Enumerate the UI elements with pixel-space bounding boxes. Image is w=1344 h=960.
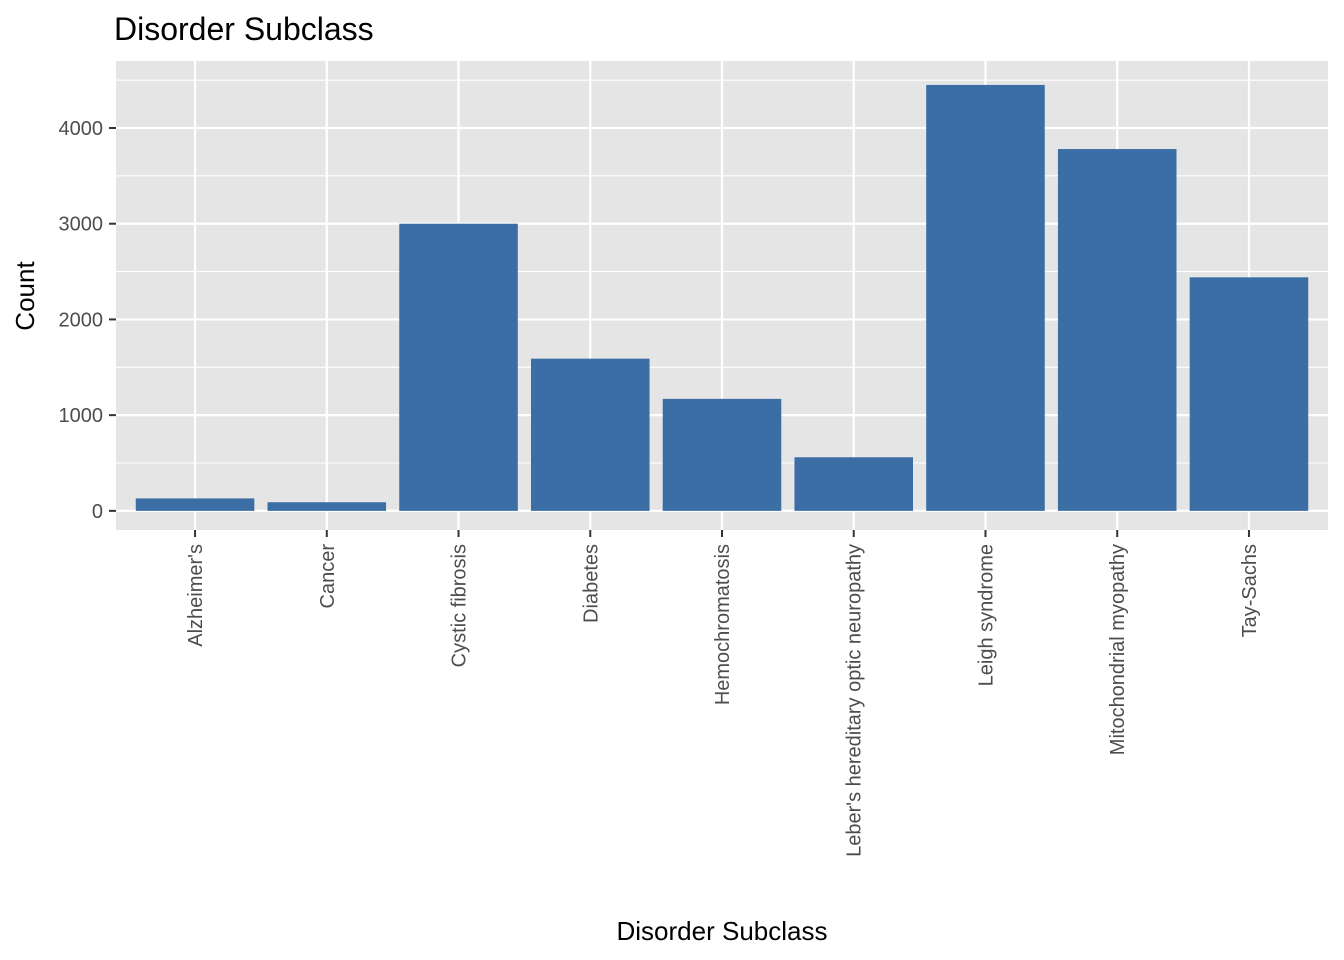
y-tick-label: 0 xyxy=(92,501,103,523)
chart-title: Disorder Subclass xyxy=(114,11,374,47)
x-tick-label: Cancer xyxy=(317,544,339,609)
bar xyxy=(794,457,914,511)
bars xyxy=(135,84,1309,511)
x-axis: Alzheimer's Cancer Cystic fibrosis Diabetes… xyxy=(185,530,1261,857)
y-tick-label: 2000 xyxy=(59,309,104,331)
x-axis-title: Disorder Subclass xyxy=(617,916,828,946)
x-tick-label: Alzheimer's xyxy=(185,544,207,647)
y-axis-title: Count xyxy=(10,261,40,331)
y-axis: 0 1000 2000 3000 4000 xyxy=(59,118,116,523)
bar xyxy=(399,223,518,511)
x-tick-label: Mitochondrial myopathy xyxy=(1107,544,1129,755)
bar xyxy=(530,358,650,511)
x-tick-label: Hemochromatosis xyxy=(712,544,734,705)
y-tick-label: 1000 xyxy=(59,405,104,427)
bar xyxy=(662,398,782,511)
bar xyxy=(1057,149,1177,511)
x-tick-label: Tay-Sachs xyxy=(1239,544,1261,637)
bar xyxy=(267,502,387,511)
x-tick-label: Cystic fibrosis xyxy=(449,544,471,667)
x-tick-label: Leigh syndrome xyxy=(975,544,997,686)
y-tick-label: 3000 xyxy=(59,214,104,236)
x-tick-label: Leber's hereditary optic neuropathy xyxy=(844,544,866,857)
y-tick-label: 4000 xyxy=(59,118,104,140)
bar xyxy=(135,498,255,511)
x-tick-label: Diabetes xyxy=(580,544,602,623)
bar xyxy=(926,84,1045,511)
bar xyxy=(1189,277,1309,511)
